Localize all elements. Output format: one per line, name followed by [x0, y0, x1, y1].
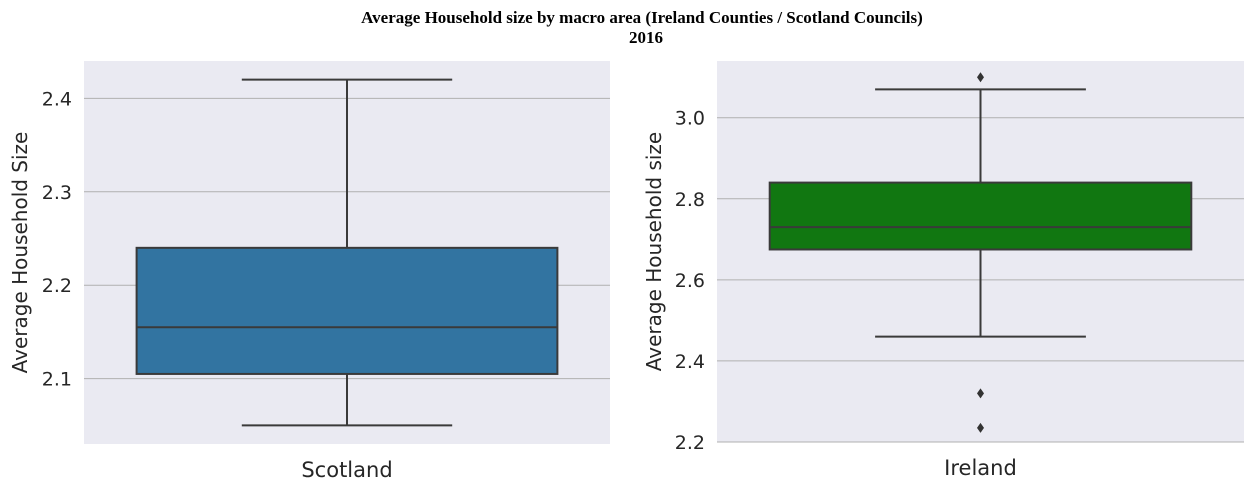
ireland-outlier-point: [977, 422, 984, 433]
ireland-outlier-point: [977, 388, 984, 399]
ireland-ytick-label: 2.6: [675, 270, 705, 292]
ireland-ytick-label: 2.4: [675, 351, 705, 373]
chart-subtitle-year: 2016: [629, 28, 663, 47]
ireland-ytick-label: 2.8: [675, 189, 705, 211]
ireland-boxplot-panel: 2.2 2.4 2.6 2.8 3.0 Average Household size Ire…: [642, 61, 1244, 480]
scotland-y-axis-label: Average Household Size: [8, 132, 32, 374]
scotland-ytick-label: 2.4: [42, 88, 72, 110]
scotland-ytick-label: 2.3: [42, 182, 72, 204]
ireland-iqr-box: [768, 181, 1193, 251]
ireland-category-label: Ireland: [944, 456, 1017, 480]
scotland-ytick-label: 2.2: [42, 275, 72, 297]
ireland-y-axis-label: Average Household size: [642, 132, 666, 371]
scotland-boxplot-panel: 2.1 2.2 2.3 2.4 Average Household Size Scotla…: [8, 61, 610, 482]
scotland-iqr-box: [135, 246, 559, 375]
ireland-outlier-point: [977, 72, 984, 83]
chart-title: Average Household size by macro area (Ir…: [361, 8, 923, 27]
ireland-ytick-label: 2.2: [675, 432, 705, 454]
ireland-ytick-label: 3.0: [675, 108, 705, 130]
scotland-ytick-label: 2.1: [42, 369, 72, 391]
scotland-category-label: Scotland: [301, 458, 392, 482]
